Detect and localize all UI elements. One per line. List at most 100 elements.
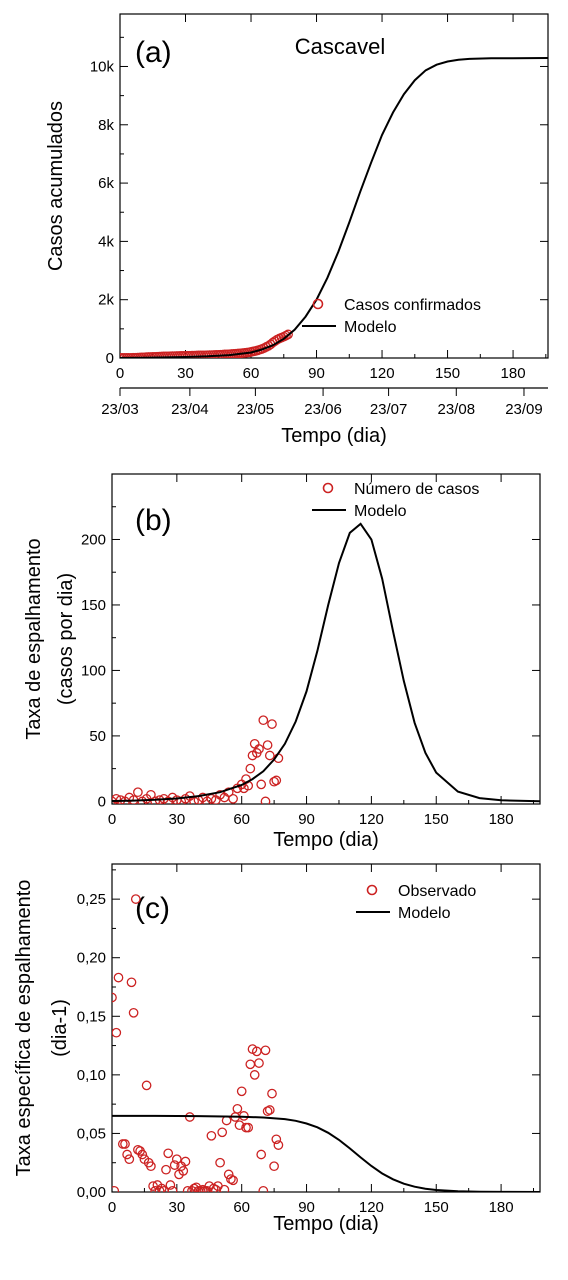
panel-a: 0 30 60 90 120 150 180 0 2k 4k 6k 8k 10k 23/03 23/04 23… (45, 13, 549, 447)
data-point (161, 1164, 171, 1175)
y-axis-label-secondary: (dia-1) (49, 999, 71, 1057)
data-point (267, 719, 277, 729)
y-tick-label: 6k (98, 175, 114, 192)
data-point (254, 1058, 264, 1068)
panel-b: 0 30 60 90 120 150 180 0 50 100 150 200 Tempo (dia) T… (23, 473, 541, 851)
data-point (236, 1086, 247, 1097)
x-tick-label: 90 (298, 1199, 315, 1216)
panel-label: (b) (135, 504, 172, 537)
data-point (262, 1106, 273, 1117)
x-tick-label: 180 (489, 1199, 514, 1216)
data-point (281, 330, 291, 341)
y-tick-label: 4k (98, 233, 114, 250)
legend: Casos confirmados Modelo (302, 297, 481, 336)
x-tick-label: 150 (424, 811, 449, 828)
panel-label: (c) (135, 892, 170, 925)
data-point (228, 793, 238, 804)
data-point (226, 1174, 236, 1184)
data-point (232, 1103, 243, 1114)
data-point (154, 1185, 165, 1192)
date-tick-label: 23/03 (101, 401, 139, 418)
data-point (260, 796, 271, 804)
data-point (217, 1127, 228, 1138)
data-point (112, 793, 122, 804)
date-tick-label: 23/04 (171, 401, 209, 418)
y-tick-label: 0,10 (77, 1067, 106, 1084)
x-tick-label: 30 (177, 365, 194, 382)
plot-frame (111, 863, 541, 1193)
x-tick-label: 60 (243, 365, 260, 382)
y-tick-label: 0 (106, 350, 114, 367)
data-point (283, 329, 293, 340)
data-point (165, 1180, 176, 1190)
x-tick-label: 180 (489, 811, 514, 828)
data-point (249, 1070, 260, 1080)
x-tick-label: 120 (359, 811, 384, 828)
y-axis-label: Taxa de espalhamento (23, 538, 45, 739)
x-tick-label: 0 (116, 365, 124, 382)
data-point (219, 1184, 230, 1192)
scatter-series (112, 894, 284, 1192)
data-point (271, 775, 282, 786)
x-tick-label: 60 (233, 811, 250, 828)
data-point (271, 1134, 282, 1145)
chart-title: Cascavel (295, 34, 385, 59)
y-axis-label-secondary: (casos por dia) (55, 573, 77, 705)
data-point (167, 1185, 178, 1192)
data-point (169, 1160, 180, 1170)
data-point (141, 1080, 152, 1091)
x-tick-label: 30 (169, 1199, 186, 1216)
data-point (163, 1148, 174, 1159)
data-point (264, 750, 275, 761)
data-point (256, 779, 267, 790)
data-point (150, 796, 161, 804)
data-point (128, 1007, 139, 1018)
y-tick-label: 2k (98, 292, 114, 309)
date-tick-label: 23/05 (237, 401, 275, 418)
data-point (206, 1130, 217, 1141)
data-point (258, 1185, 269, 1192)
y-tick-label: 0,25 (77, 891, 106, 908)
model-line (120, 57, 548, 358)
data-point (178, 1166, 189, 1176)
y-tick-label: 200 (81, 531, 106, 548)
y-tick-label: 0,00 (77, 1184, 106, 1201)
data-point (156, 1183, 167, 1192)
model-line (112, 522, 540, 803)
data-point (180, 1156, 191, 1167)
data-point (245, 1059, 256, 1070)
legend-entry: Modelo (344, 319, 397, 336)
data-point (228, 1175, 238, 1186)
data-point (269, 776, 279, 787)
data-point (254, 744, 264, 754)
legend-marker-swatch (366, 884, 378, 896)
data-point (221, 1115, 232, 1126)
data-point (171, 1154, 182, 1165)
panel-label: (a) (135, 36, 172, 69)
data-point (223, 787, 234, 798)
data-point (258, 715, 269, 726)
date-tick-label: 23/06 (304, 401, 342, 418)
x-tick-label: 150 (424, 1199, 449, 1216)
date-tick-label: 23/07 (370, 401, 408, 418)
data-point (269, 1161, 279, 1172)
data-point (124, 1154, 135, 1165)
data-point (126, 977, 137, 988)
x-axis-label: Tempo (dia) (281, 425, 387, 447)
x-axis-label: Tempo (dia) (273, 1213, 379, 1235)
data-point (112, 992, 117, 1003)
data-point (256, 1149, 267, 1160)
legend: Observado Modelo (356, 883, 476, 922)
x-tick-label: 120 (359, 1199, 384, 1216)
scatter-series (112, 715, 284, 804)
y-tick-label: 0 (98, 793, 106, 810)
legend-marker-swatch (322, 482, 334, 494)
data-point (273, 1140, 284, 1150)
data-point (122, 1149, 132, 1160)
data-point (146, 1161, 156, 1172)
legend: Número de casos Modelo (312, 481, 479, 520)
legend-marker-swatch (312, 298, 324, 310)
data-point (112, 1027, 122, 1038)
data-point (113, 972, 124, 983)
data-point (262, 740, 273, 750)
